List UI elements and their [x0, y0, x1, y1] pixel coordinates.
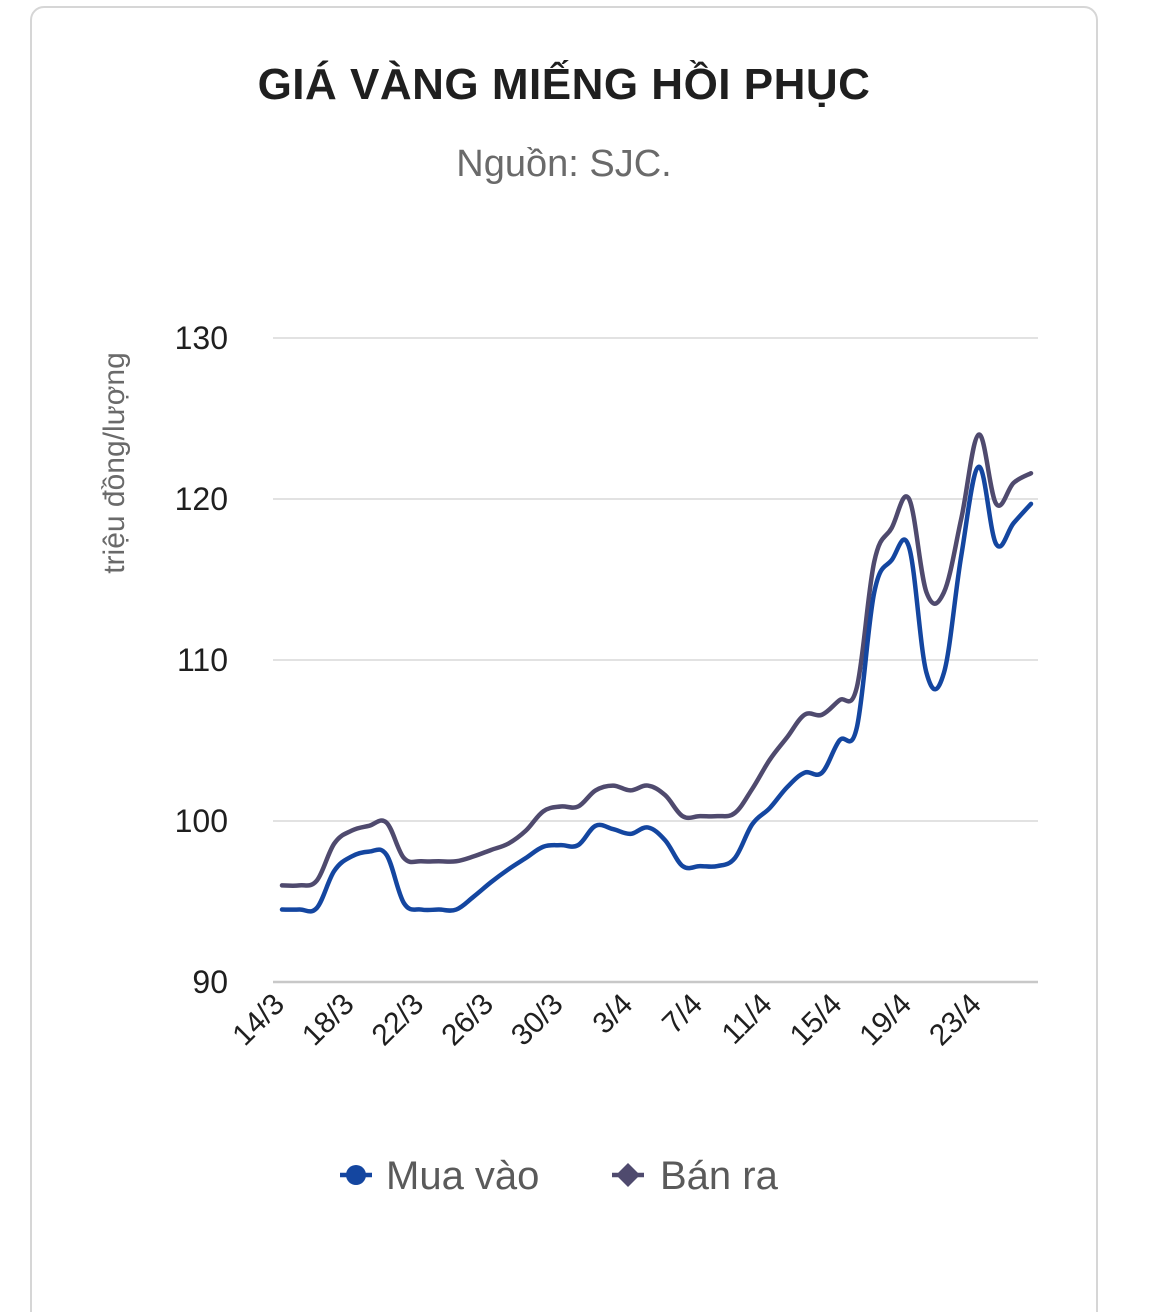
y-tick-label: 120: [175, 481, 228, 517]
x-tick-label: 23/4: [923, 988, 988, 1053]
x-tick-label: 3/4: [586, 988, 639, 1041]
y-axis-label: triệu đồng/lượng: [98, 352, 131, 574]
x-tick-label: 14/3: [226, 988, 291, 1053]
x-tick-label: 26/3: [435, 988, 500, 1053]
legend-label-ban-ra: Bán ra: [660, 1154, 779, 1198]
y-tick-label: 130: [175, 320, 228, 356]
x-tick-label: 11/4: [716, 988, 779, 1051]
x-tick-label: 19/4: [853, 988, 918, 1053]
chart-subtitle: Nguồn: SJC.: [456, 143, 672, 185]
x-tick-label: 18/3: [296, 988, 361, 1053]
x-tick-label: 30/3: [505, 988, 570, 1053]
legend-diamond-marker: [616, 1163, 640, 1187]
y-tick-label: 90: [192, 964, 228, 1000]
x-tick-label: 15/4: [784, 988, 849, 1053]
series-line-mua-vao: [279, 464, 1034, 914]
legend-circle-marker: [346, 1165, 366, 1185]
chart-title: GIÁ VÀNG MIẾNG HỒI PHỤC: [257, 60, 871, 109]
x-tick-label: 7/4: [656, 988, 709, 1041]
legend-label-mua-vao: Mua vào: [386, 1154, 539, 1198]
y-tick-label: 100: [175, 803, 228, 839]
y-tick-label: 110: [177, 642, 228, 678]
x-tick-label: 22/3: [366, 988, 431, 1053]
series-line-ban-ra: [279, 432, 1034, 889]
